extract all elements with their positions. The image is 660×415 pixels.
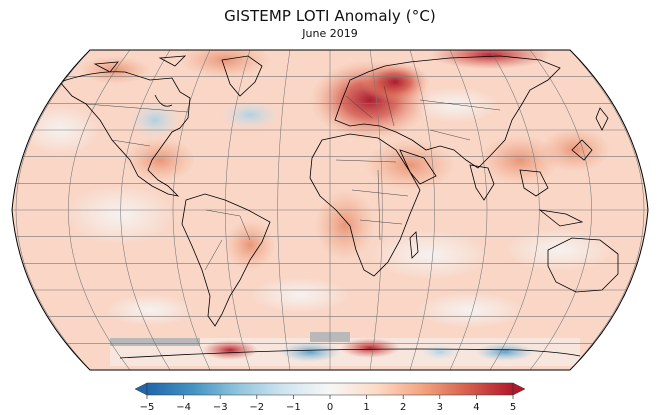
colorbar-tick-label: 2 — [400, 402, 406, 413]
colorbar-gradient — [146, 382, 514, 396]
colorbar: −5 −4 −3 −2 −1 0 1 2 3 4 5 — [134, 382, 526, 413]
colorbar-tick-label: −1 — [286, 402, 301, 413]
graticule-meridian — [489, 50, 540, 370]
graticule-meridian — [172, 50, 211, 370]
graticule-meridian — [120, 50, 171, 370]
globe-outline — [11, 49, 649, 371]
graticule-meridian — [449, 50, 488, 370]
graticule-meridian — [409, 50, 435, 370]
graticule-meridian — [277, 50, 291, 370]
colorbar-tick-label: 3 — [437, 402, 443, 413]
colorbar-tick-label: 0 — [327, 402, 333, 413]
graticule-meridian — [15, 50, 91, 370]
colorbar-tick-label: −3 — [213, 402, 228, 413]
graticule-meridian — [569, 50, 645, 370]
colorbar-tick-label: 5 — [510, 402, 516, 413]
colorbar-tick-label: −2 — [249, 402, 264, 413]
colorbar-tick-label: −4 — [176, 402, 191, 413]
map-subtitle: June 2019 — [302, 27, 358, 40]
colorbar-tick-label: 1 — [363, 402, 369, 413]
graticule-meridian — [68, 50, 131, 370]
country-borders — [85, 85, 501, 271]
graticule-meridian — [529, 50, 592, 370]
map-title: GISTEMP LOTI Anomaly (°C) — [224, 7, 436, 25]
colorbar-extend-high — [512, 382, 526, 396]
colorbar-tick-label: −5 — [140, 402, 155, 413]
graticule-meridian — [225, 50, 251, 370]
coastlines — [59, 55, 637, 359]
colorbar-ticks: −5 −4 −3 −2 −1 0 1 2 3 4 5 — [140, 395, 516, 413]
colorbar-tick-label: 4 — [473, 402, 479, 413]
graticule-meridian — [369, 50, 383, 370]
graticule — [12, 50, 648, 370]
colorbar-extend-low — [134, 382, 148, 396]
world-map — [11, 49, 649, 371]
